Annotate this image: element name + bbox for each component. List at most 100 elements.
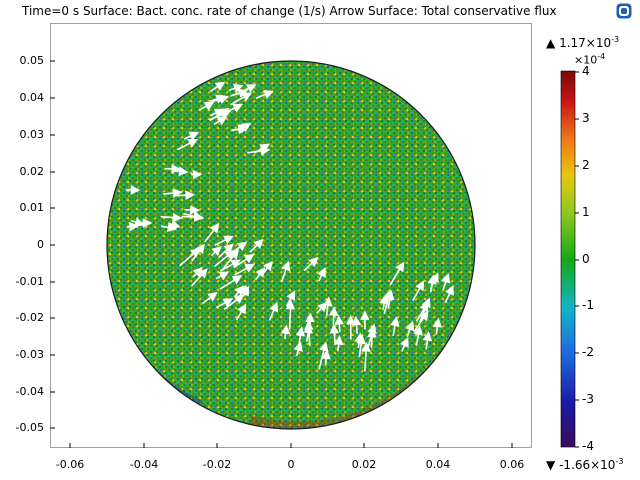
flux-arrow [202, 291, 218, 305]
flux-arrow [249, 238, 264, 254]
flux-arrow [285, 290, 296, 307]
flux-arrow [176, 166, 189, 177]
flux-arrow [295, 326, 306, 356]
surface-disk [106, 60, 476, 430]
flux-arrow [367, 327, 377, 348]
y-tick-label: 0.04 [19, 91, 45, 104]
x-tick-label: 0.02 [351, 458, 377, 471]
x-tick-label: 0 [287, 458, 295, 471]
y-axis-ticks [50, 60, 55, 429]
plot-title: Time=0 s Surface: Bact. conc. rate of ch… [22, 4, 557, 18]
colorbar-tick-label: 4 [582, 64, 590, 78]
flux-arrow [351, 315, 362, 334]
flux-arrow [228, 83, 244, 93]
flux-arrow [399, 337, 409, 352]
flux-arrow [303, 323, 313, 342]
flux-arrow [160, 212, 183, 223]
flux-arrow [215, 271, 230, 281]
y-tick-label: -0.02 [15, 311, 44, 324]
flux-arrow [190, 268, 208, 287]
flux-arrow [219, 275, 243, 290]
flux-arrow [233, 241, 248, 252]
colorbar [560, 70, 579, 448]
flux-arrow [223, 294, 245, 310]
flux-arrow [321, 349, 331, 366]
colorbar-max-exponent: -3 [611, 35, 620, 44]
flux-arrow [361, 342, 371, 372]
flux-arrow [215, 298, 234, 309]
flux-arrow [390, 316, 400, 337]
flux-arrow [383, 289, 394, 315]
y-tick-label: -0.04 [15, 385, 44, 398]
flux-arrow [444, 285, 454, 304]
flux-arrow [354, 332, 364, 349]
flux-arrow [198, 101, 215, 111]
flux-arrow [281, 260, 291, 282]
y-tick-label: 0.03 [19, 128, 45, 141]
flux-arrow [247, 146, 271, 156]
colorbar-tick-label: 3 [582, 111, 590, 125]
flux-arrow [322, 296, 333, 317]
flux-arrows [125, 81, 454, 372]
flux-arrow [168, 219, 181, 229]
flux-arrow [441, 272, 451, 290]
flux-arrow [210, 108, 225, 118]
flux-arrow [164, 164, 182, 174]
x-tick-label: 0.06 [499, 458, 525, 471]
down-triangle-icon: ▼ [546, 458, 556, 472]
flux-arrow [210, 245, 222, 257]
flux-arrow [183, 211, 205, 222]
flux-arrow [126, 221, 139, 232]
flux-arrow [254, 267, 266, 281]
x-tick-label: 0.04 [425, 458, 451, 471]
flux-arrow [183, 131, 200, 141]
flux-arrow [432, 317, 443, 335]
y-tick-label: 0.02 [19, 165, 45, 178]
colorbar-tick-label: 0 [582, 252, 590, 266]
comsol-logo-icon[interactable] [616, 3, 632, 19]
flux-arrow [280, 324, 291, 340]
flux-arrow [413, 325, 424, 346]
y-tick-label: -0.05 [15, 421, 44, 434]
flux-arrow [268, 301, 279, 321]
flux-arrow [389, 261, 405, 286]
flux-arrow [212, 94, 230, 104]
colorbar-tick-label: 1 [582, 205, 590, 219]
flux-arrow [234, 263, 255, 276]
flux-arrow [179, 247, 201, 267]
x-axis-ticks [69, 443, 513, 448]
flux-arrow [429, 272, 439, 290]
flux-arrow [172, 190, 195, 200]
flux-arrow [303, 256, 319, 272]
flux-arrow [236, 84, 257, 95]
colorbar-tick-label: 2 [582, 158, 590, 172]
colorbar-max-label: ▲ 1.17×10-3 [546, 35, 619, 50]
flux-arrow [315, 301, 328, 314]
y-tick-label: 0.05 [19, 54, 45, 67]
flux-arrow [333, 335, 344, 352]
colorbar-tick-label: -4 [582, 439, 594, 453]
flux-arrow [162, 188, 183, 198]
colorbar-min-exponent: -3 [615, 457, 624, 466]
flux-arrow [255, 90, 274, 99]
flux-arrow [328, 306, 339, 325]
colorbar-scale-label: ×10-4 [574, 52, 605, 67]
x-tick-label: -0.04 [129, 458, 159, 471]
y-tick-label: -0.03 [15, 348, 44, 361]
flux-arrow [240, 285, 250, 297]
colorbar-max-value: 1.17×10 [559, 36, 612, 50]
flux-arrow [405, 320, 415, 338]
flux-arrow [176, 138, 199, 151]
colorbar-tick-label: -3 [582, 392, 594, 406]
y-tick-label: -0.01 [15, 275, 44, 288]
flux-arrow [219, 259, 241, 272]
flux-arrow [422, 331, 433, 350]
colorbar-scale-value: ×10 [574, 53, 598, 67]
colorbar-tick-label: -1 [582, 298, 594, 312]
colorbar-min-value: -1.66×10 [559, 458, 616, 472]
flux-arrow [237, 124, 250, 134]
flux-arrow [210, 81, 226, 92]
x-tick-label: -0.02 [202, 458, 232, 471]
flux-arrow [317, 267, 326, 282]
